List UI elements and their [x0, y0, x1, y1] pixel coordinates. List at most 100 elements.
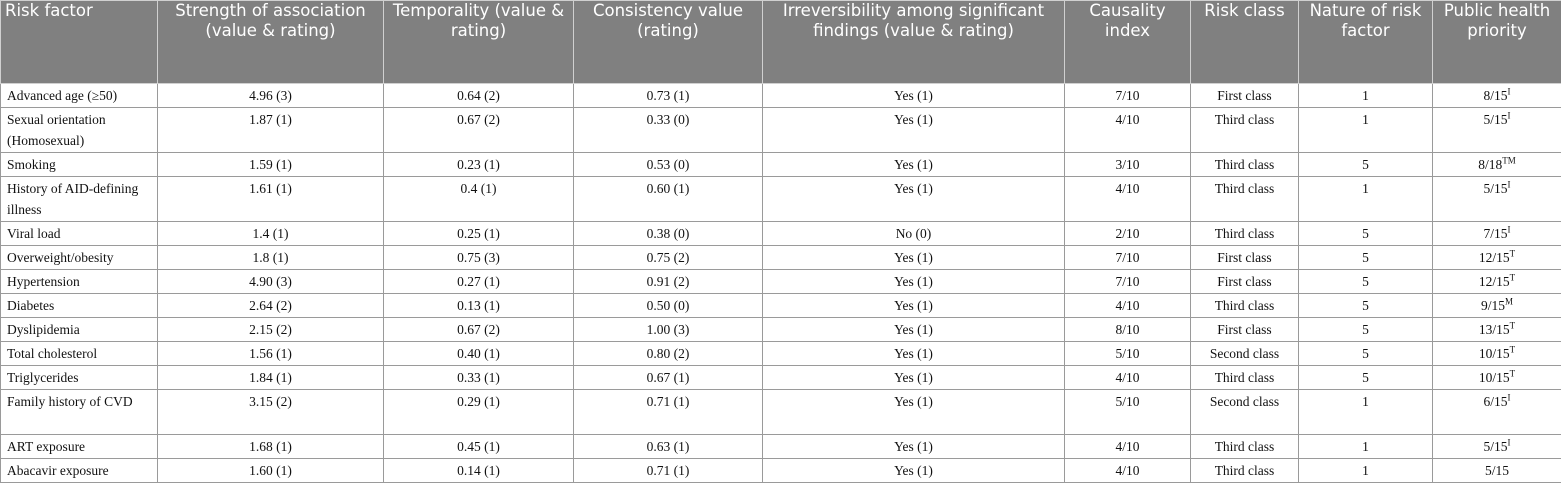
priority-cell: 5/15I: [1432, 107, 1561, 153]
table-cell: Yes (1): [762, 317, 1065, 342]
priority-mark: T: [1509, 272, 1516, 283]
priority-mark: I: [1507, 224, 1511, 235]
table-cell: 0.33 (0): [573, 107, 763, 153]
header-cell: Risk factor: [0, 0, 158, 84]
priority-cell: 8/15I: [1432, 83, 1561, 108]
priority-score: 8/18: [1478, 157, 1503, 172]
table-cell: 5: [1298, 341, 1433, 366]
table-cell: 0.75 (2): [573, 245, 763, 270]
table-row: Advanced age (≥50) 4.96 (3) 0.64 (2) 0.73 (…: [0, 83, 1561, 108]
table-cell: Third class: [1190, 293, 1299, 318]
risk-factor-cell: Advanced age (≥50): [0, 83, 158, 108]
priority-score: 12/15: [1478, 250, 1510, 265]
table-cell: Third class: [1190, 365, 1299, 390]
table-cell: 0.73 (1): [573, 83, 763, 108]
table-cell: 0.53 (0): [573, 152, 763, 177]
risk-table: Risk factor Strength of association (valu…: [0, 0, 1561, 483]
priority-mark: I: [1507, 392, 1511, 403]
table-cell: 1.61 (1): [157, 176, 384, 222]
table-cell: Yes (1): [762, 176, 1065, 222]
table-cell: Second class: [1190, 341, 1299, 366]
table-cell: Third class: [1190, 107, 1299, 153]
table-cell: Third class: [1190, 221, 1299, 246]
table-cell: 5/10: [1064, 389, 1191, 435]
table-row: Triglycerides 1.84 (1) 0.33 (1) 0.67 (1) Yes…: [0, 365, 1561, 390]
table-row: Sexual orientation (Homosexual) 1.87 (1) 0…: [0, 107, 1561, 153]
table-cell: 4/10: [1064, 434, 1191, 459]
table-cell: 0.67 (1): [573, 365, 763, 390]
table-row: ART exposure 1.68 (1) 0.45 (1) 0.63 (1) Yes …: [0, 434, 1561, 459]
table-cell: 1: [1298, 83, 1433, 108]
table-cell: No (0): [762, 221, 1065, 246]
table-cell: 5/10: [1064, 341, 1191, 366]
table-cell: Third class: [1190, 434, 1299, 459]
table-row: Viral load 1.4 (1) 0.25 (1) 0.38 (0) No (0) 2…: [0, 221, 1561, 246]
table-cell: 0.64 (2): [383, 83, 574, 108]
table-body: Advanced age (≥50) 4.96 (3) 0.64 (2) 0.73 (…: [0, 83, 1561, 483]
risk-factor-cell: Dyslipidemia: [0, 317, 158, 342]
priority-mark: T: [1509, 344, 1516, 355]
table-cell: 0.4 (1): [383, 176, 574, 222]
table-cell: Yes (1): [762, 389, 1065, 435]
priority-score: 5/15: [1483, 439, 1508, 454]
table-cell: 1: [1298, 176, 1433, 222]
table-cell: 4/10: [1064, 107, 1191, 153]
table-cell: 5: [1298, 293, 1433, 318]
priority-score: 10/15: [1478, 346, 1510, 361]
header-cell: Temporality (value & rating): [383, 0, 574, 84]
priority-cell: 7/15I: [1432, 221, 1561, 246]
priority-score: 5/15: [1483, 181, 1508, 196]
priority-cell: 5/15I: [1432, 176, 1561, 222]
table-cell: Yes (1): [762, 365, 1065, 390]
table-cell: 0.45 (1): [383, 434, 574, 459]
table-cell: 1.00 (3): [573, 317, 763, 342]
table-cell: 1: [1298, 458, 1433, 483]
table-row: History of AID-defining illness 1.61 (1) 0…: [0, 176, 1561, 222]
table-cell: 7/10: [1064, 269, 1191, 294]
table-cell: Yes (1): [762, 293, 1065, 318]
priority-score: 8/15: [1483, 88, 1508, 103]
table-cell: 1.56 (1): [157, 341, 384, 366]
table-cell: 0.67 (2): [383, 317, 574, 342]
risk-factor-cell: History of AID-defining illness: [0, 176, 158, 222]
risk-factor-cell: ART exposure: [0, 434, 158, 459]
table-cell: Yes (1): [762, 107, 1065, 153]
table-cell: 0.91 (2): [573, 269, 763, 294]
table-cell: 5: [1298, 365, 1433, 390]
table-cell: 0.33 (1): [383, 365, 574, 390]
table-cell: 5: [1298, 269, 1433, 294]
priority-mark: I: [1507, 179, 1511, 190]
priority-mark: M: [1505, 296, 1514, 307]
table-cell: 0.27 (1): [383, 269, 574, 294]
header-cell: Public health priority: [1432, 0, 1561, 84]
table-cell: 0.29 (1): [383, 389, 574, 435]
table-row: Total cholesterol 1.56 (1) 0.40 (1) 0.80 (2…: [0, 341, 1561, 366]
table-cell: 0.14 (1): [383, 458, 574, 483]
priority-score: 7/15: [1483, 226, 1508, 241]
table-cell: 4.96 (3): [157, 83, 384, 108]
header-cell: Consistency value (rating): [573, 0, 763, 84]
header-cell: Causality index: [1064, 0, 1191, 84]
table-cell: Yes (1): [762, 458, 1065, 483]
priority-score: 6/15: [1483, 394, 1508, 409]
table-cell: First class: [1190, 83, 1299, 108]
table-cell: 0.80 (2): [573, 341, 763, 366]
table-cell: Yes (1): [762, 83, 1065, 108]
table-cell: First class: [1190, 317, 1299, 342]
table-cell: 0.40 (1): [383, 341, 574, 366]
table-cell: 2.15 (2): [157, 317, 384, 342]
priority-mark: T: [1509, 368, 1516, 379]
table-cell: 5: [1298, 221, 1433, 246]
table-cell: 0.60 (1): [573, 176, 763, 222]
table-cell: 0.50 (0): [573, 293, 763, 318]
priority-score: 9/15: [1480, 298, 1505, 313]
table-cell: 0.23 (1): [383, 152, 574, 177]
risk-factor-cell: Overweight/obesity: [0, 245, 158, 270]
priority-cell: 13/15T: [1432, 317, 1561, 342]
priority-score: 12/15: [1478, 274, 1510, 289]
table-cell: Second class: [1190, 389, 1299, 435]
table-cell: 1.4 (1): [157, 221, 384, 246]
risk-factor-cell: Triglycerides: [0, 365, 158, 390]
table-cell: 8/10: [1064, 317, 1191, 342]
table-cell: Yes (1): [762, 269, 1065, 294]
